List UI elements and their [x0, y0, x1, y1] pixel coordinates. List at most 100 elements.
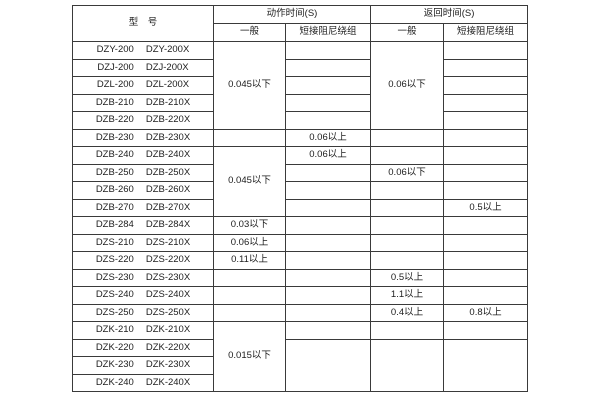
header-action-damping: 短接阻尼绕组	[284, 23, 372, 42]
header-row-groups: 型 号 动作时间(S) 返回时间(S)	[72, 5, 529, 42]
cell-action-damping	[284, 303, 372, 322]
model-name: DZS-230	[95, 271, 134, 283]
cell-action-general: 0.015以下	[213, 321, 286, 392]
cell-action-damping: 0.06以上	[284, 128, 372, 147]
model-cell: DZB-260 DZB-260X	[72, 181, 214, 200]
model-name: DZJ-200	[97, 61, 134, 73]
cell-action-damping	[284, 233, 372, 252]
table-body: DZY-200 DZY-200X 0.045以下 0.06以下 DZJ-200 DZJ-2…	[72, 41, 529, 392]
cell-return-general: 1.1以上	[370, 286, 445, 305]
header-row-subcolumns: 一般 短接阻尼绕组 一般 短接阻尼绕组	[73, 23, 529, 42]
cell-action-damping	[284, 163, 372, 182]
header-action-general: 一般	[213, 23, 286, 42]
cell-return-general	[370, 128, 445, 147]
cell-return-damping	[443, 76, 529, 95]
model-name: DZB-284	[95, 219, 134, 231]
table-row: DZB-230 DZB-230X 0.06以上	[72, 128, 529, 147]
table-row: DZJ-200 DZJ-200X	[72, 58, 529, 77]
cell-return-damping	[443, 58, 529, 77]
table-row: DZK-230 DZK-230X	[72, 356, 528, 375]
header-return-general: 一般	[370, 23, 445, 42]
cell-return-damping	[443, 181, 529, 200]
model-name: DZS-210X	[145, 236, 191, 248]
cell-action-general	[213, 286, 286, 305]
model-cell: DZJ-200 DZJ-200X	[72, 58, 214, 77]
cell-action-general: 0.045以下	[213, 146, 286, 217]
cell-return-damping	[443, 268, 529, 287]
table-row: DZY-200 DZY-200X 0.045以下 0.06以下	[72, 41, 529, 130]
model-name: DZK-240	[95, 376, 134, 388]
cell-action-general: 0.11以上	[213, 251, 286, 270]
table-row: DZK-240 DZK-240X	[72, 373, 528, 392]
model-name: DZY-200	[96, 44, 134, 56]
cell-action-damping	[284, 268, 372, 287]
cell-return-general	[370, 181, 445, 200]
cell-action-general: 0.03以下	[213, 216, 286, 235]
cell-action-damping: 0.06以上	[284, 146, 372, 165]
cell-return-general	[370, 146, 445, 165]
model-name: DZB-250X	[145, 166, 191, 178]
model-cell: DZS-230 DZS-230X	[72, 268, 214, 287]
table-row: DZB-284 DZB-284X 0.03以下	[72, 216, 529, 235]
cell-action-damping	[284, 286, 372, 305]
model-name: DZB-270	[95, 201, 134, 213]
header-return-time: 返回时间(S)	[370, 5, 529, 24]
model-name: DZK-220	[95, 341, 134, 353]
model-name: DZB-210	[95, 96, 134, 108]
model-cell: DZB-250 DZB-250X	[72, 163, 214, 182]
cell-return-general	[370, 321, 445, 340]
model-cell: DZB-284 DZB-284X	[72, 216, 214, 235]
model-cell: DZS-220 DZS-220X	[72, 251, 214, 270]
table-row: DZS-240 DZS-240X 1.1以上	[72, 286, 529, 305]
cell-return-damping	[443, 321, 529, 340]
cell-return-damping	[443, 338, 529, 392]
model-name: DZS-210	[95, 236, 134, 248]
table-row: DZB-250 DZB-250X 0.06以下	[72, 163, 529, 182]
cell-action-general: 0.045以下	[213, 41, 286, 130]
model-name: DZS-220	[95, 254, 134, 266]
model-cell: DZB-230 DZB-230X	[72, 128, 214, 147]
model-name: DZK-240X	[145, 376, 191, 388]
model-cell: DZB-220 DZB-220X	[72, 111, 214, 130]
model-name: DZB-210X	[145, 96, 191, 108]
cell-action-damping	[284, 111, 372, 130]
table-row: DZL-200 DZL-200X	[72, 76, 529, 95]
cell-action-damping	[284, 321, 372, 340]
table-row: DZS-210 DZS-210X 0.06以上	[72, 233, 529, 252]
model-name: DZS-240X	[145, 289, 191, 301]
model-cell: DZK-240 DZK-240X	[72, 373, 214, 392]
model-name: DZB-220	[95, 114, 134, 126]
cell-action-damping	[284, 181, 372, 200]
cell-action-damping	[284, 58, 372, 77]
cell-action-damping	[284, 251, 372, 270]
model-cell: DZK-220 DZK-220X	[72, 338, 214, 357]
cell-return-general	[370, 251, 445, 270]
table-row: DZS-230 DZS-230X 0.5以上	[72, 268, 529, 287]
model-name: DZL-200	[96, 79, 134, 91]
model-name: DZB-250	[95, 166, 134, 178]
cell-return-damping: 0.8以上	[443, 303, 529, 322]
model-name: DZS-240	[95, 289, 134, 301]
model-cell: DZS-250 DZS-250X	[72, 303, 214, 322]
cell-return-damping	[443, 128, 529, 147]
model-name: DZJ-200X	[145, 61, 189, 73]
model-name: DZS-250X	[145, 306, 191, 318]
cell-return-damping	[443, 163, 529, 182]
model-name: DZS-250	[95, 306, 134, 318]
model-name: DZK-210X	[145, 324, 191, 336]
model-cell: DZY-200 DZY-200X	[72, 41, 214, 60]
table-row: DZK-210 DZK-210X 0.015以下	[72, 321, 529, 392]
table-row: DZB-240 DZB-240X 0.045以下 0.06以上	[72, 146, 529, 217]
table-row: DZS-220 DZS-220X 0.11以上	[72, 251, 529, 270]
table-row: DZB-220 DZB-220X	[72, 111, 529, 130]
header-return-damping: 短接阻尼绕组	[443, 23, 529, 42]
cell-action-damping	[284, 41, 372, 60]
cell-return-damping	[443, 216, 529, 235]
model-cell: DZS-240 DZS-240X	[72, 286, 214, 305]
model-cell: DZB-210 DZB-210X	[72, 93, 214, 112]
cell-action-damping	[284, 76, 372, 95]
table-row: DZB-270 DZB-270X 0.5以上	[72, 198, 529, 217]
cell-action-damping	[284, 93, 372, 112]
model-name: DZB-240	[95, 149, 134, 161]
